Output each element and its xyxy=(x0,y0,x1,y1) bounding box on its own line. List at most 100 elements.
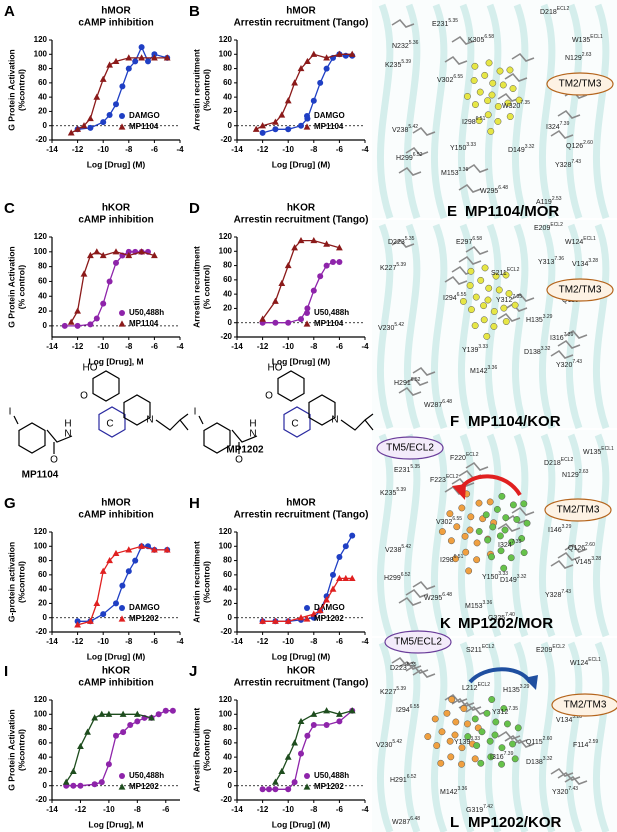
data-point xyxy=(84,728,91,735)
residue-sup: 6.58 xyxy=(472,236,482,242)
residue-label: E2315.35 xyxy=(432,18,458,28)
x-tick-label: -10 xyxy=(282,342,294,351)
residue-sup: 6.51 xyxy=(476,116,486,122)
data-point xyxy=(127,722,134,728)
legend-label: MP1104 xyxy=(314,122,344,131)
residue-name: D149 xyxy=(508,147,525,154)
ligand-atom xyxy=(484,111,492,119)
residue-label: Y3207.43 xyxy=(556,359,582,369)
data-point xyxy=(297,614,305,621)
residue-sup: 6.52 xyxy=(411,377,421,383)
ligand-atom xyxy=(500,304,508,312)
data-point xyxy=(259,786,266,793)
helix-ribbon xyxy=(592,223,610,430)
data-point xyxy=(323,707,330,714)
data-point xyxy=(336,574,343,582)
residue-name: L212 xyxy=(462,685,478,692)
data-point xyxy=(162,707,169,714)
residue-sup: ECL2 xyxy=(482,644,495,650)
residue-sup: 2.60 xyxy=(583,140,593,146)
residue-label: F1142.59 xyxy=(573,739,598,749)
side-chain xyxy=(405,588,429,598)
residue-name: Y328 xyxy=(555,162,571,169)
data-point xyxy=(93,93,101,100)
legend-label: DAMGO xyxy=(314,111,345,120)
x-tick-label: -6 xyxy=(162,805,170,814)
residue-label: H2996.52 xyxy=(396,152,423,162)
ligand-atom xyxy=(486,737,494,745)
ring xyxy=(308,394,336,426)
data-point xyxy=(348,707,356,714)
ligand-atom xyxy=(438,528,446,536)
ligand-atom xyxy=(460,705,468,712)
residue-name: W295 xyxy=(424,595,442,602)
ligand-atom xyxy=(473,556,481,564)
helix-ribbon xyxy=(403,641,421,832)
legend-label: DAMGO xyxy=(129,111,160,120)
region-oval xyxy=(551,693,617,717)
y-tick-label: 100 xyxy=(34,541,48,550)
data-point xyxy=(87,321,94,328)
x-tick-label: -8 xyxy=(310,342,318,351)
legend-marker xyxy=(119,310,125,316)
residue-label: I1463.29 xyxy=(548,524,572,534)
residue-label: I2986.51 xyxy=(462,116,486,126)
ligand-atom xyxy=(477,759,485,767)
fit-line xyxy=(262,261,340,324)
ligand-atom xyxy=(493,505,501,513)
residue-sup: 7.43 xyxy=(561,589,571,595)
data-point xyxy=(284,753,292,760)
data-point xyxy=(310,236,318,244)
ligand-atom xyxy=(494,118,502,125)
residue-sup: ECL2 xyxy=(557,6,570,12)
ligand-atom xyxy=(502,271,510,279)
residue-name: Q126 xyxy=(568,545,585,552)
residue-label: Y3137.36 xyxy=(538,256,564,266)
ligand-atom xyxy=(505,290,513,297)
residue-sup: 7.36 xyxy=(554,256,564,262)
residue-name: Y328 xyxy=(545,592,561,599)
residue-label: K2355.39 xyxy=(385,59,411,69)
ligand-atom xyxy=(447,753,455,761)
view-bg xyxy=(372,0,617,218)
data-point xyxy=(342,543,349,550)
side-chain xyxy=(412,580,436,590)
data-point xyxy=(272,786,279,793)
x-tick-label: -6 xyxy=(336,342,344,351)
data-point xyxy=(70,782,77,789)
residue-name: Y150 xyxy=(450,145,466,152)
data-point xyxy=(74,307,81,314)
x-tick-label: -14 xyxy=(46,145,58,154)
ring xyxy=(277,370,305,402)
residue-label: I3167.39 xyxy=(550,332,574,342)
ligand-atom xyxy=(466,282,474,289)
x-tick-label: -6 xyxy=(336,637,344,646)
data-point xyxy=(151,251,158,259)
ligand-atom xyxy=(466,526,474,534)
helix-ribbon xyxy=(430,433,448,638)
fit-line xyxy=(65,713,152,783)
side-chain xyxy=(550,559,574,569)
data-point xyxy=(106,61,113,68)
ligand-atom xyxy=(471,62,479,70)
data-point xyxy=(310,287,317,294)
residue-name: W295 xyxy=(480,188,498,195)
side-chain xyxy=(550,129,574,139)
data-point xyxy=(80,270,88,277)
ligand-atom xyxy=(489,79,497,87)
residue-label: Q1262.60 xyxy=(566,140,593,150)
legend-label: MP1202 xyxy=(129,782,159,791)
data-point xyxy=(106,556,113,564)
residue-name: N129 xyxy=(562,472,579,479)
residue-sup: 7.39 xyxy=(564,332,574,338)
legend-label: MP1104 xyxy=(129,319,159,328)
residue-sup: 2.60 xyxy=(585,542,595,548)
helix-ribbon xyxy=(565,433,583,638)
view-title: MP1104/KOR xyxy=(468,413,561,430)
residue-name: E209 xyxy=(536,647,552,654)
